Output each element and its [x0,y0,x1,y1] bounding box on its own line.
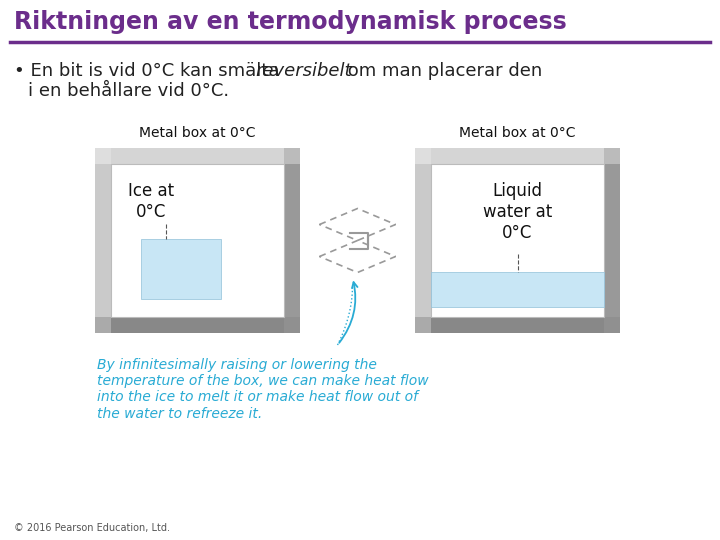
Text: © 2016 Pearson Education, Ltd.: © 2016 Pearson Education, Ltd. [14,523,170,533]
Bar [415,317,620,333]
Bar [95,148,300,164]
Bar [95,148,111,164]
Bar [604,317,620,333]
Bar [415,148,620,333]
Bar [95,317,300,333]
Bar [95,317,111,333]
Bar [95,148,111,333]
Text: Metal box at 0°C: Metal box at 0°C [139,126,256,140]
Text: Metal box at 0°C: Metal box at 0°C [459,126,576,140]
Text: Riktningen av en termodynamisk process: Riktningen av en termodynamisk process [14,10,567,34]
Bar [284,148,300,333]
Text: Liquid
water at
0°C: Liquid water at 0°C [483,182,552,241]
Bar [604,148,620,164]
Bar [431,164,604,317]
Bar [141,239,221,299]
Bar [95,148,300,333]
Text: om man placerar den: om man placerar den [341,62,542,80]
Bar [604,148,620,333]
Text: Ice at
0°C: Ice at 0°C [128,182,174,221]
Text: • En bit is vid 0°C kan smälta: • En bit is vid 0°C kan smälta [14,62,285,80]
Text: By infinitesimally raising or lowering the
temperature of the box, we can make h: By infinitesimally raising or lowering t… [97,358,428,421]
Text: i en behållare vid 0°C.: i en behållare vid 0°C. [28,82,229,100]
Bar [415,148,431,164]
Bar [415,148,620,164]
Bar [111,164,284,317]
Text: reversibelt: reversibelt [256,62,352,80]
Bar [284,317,300,333]
Bar [431,272,604,307]
Bar [284,148,300,164]
Bar [415,148,431,333]
Bar [415,317,431,333]
